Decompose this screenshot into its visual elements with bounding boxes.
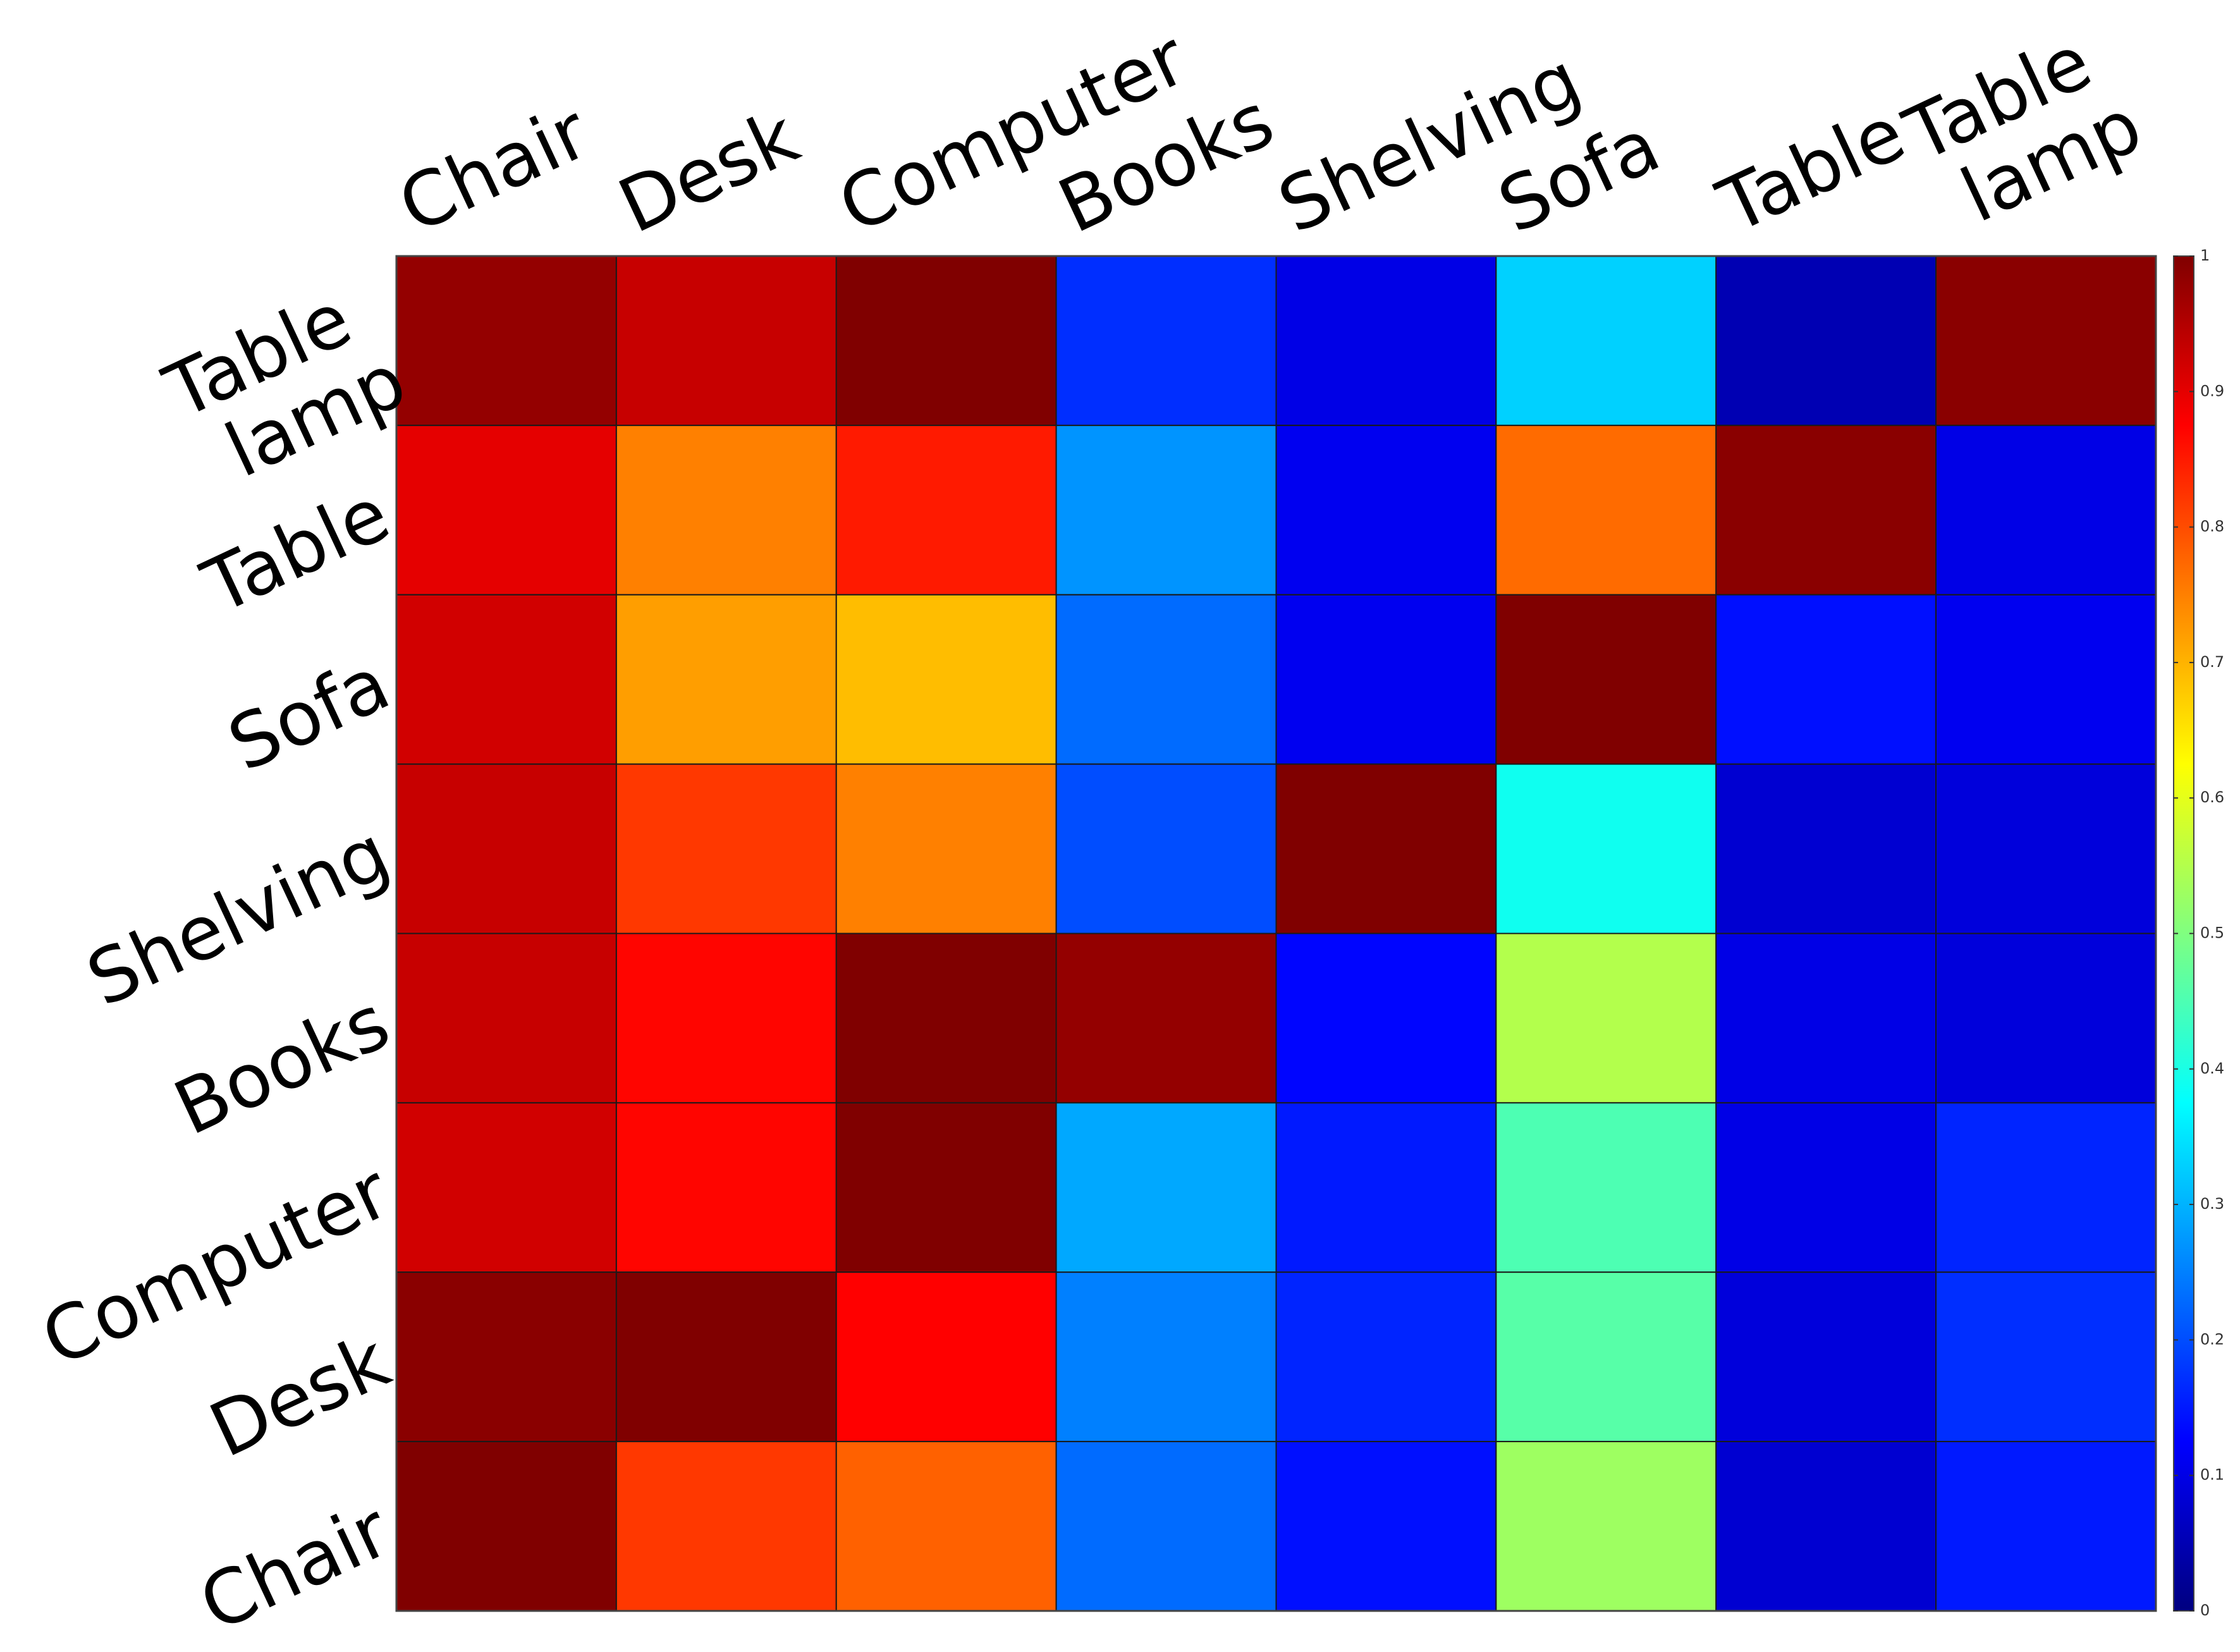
heatmap-cell: [1495, 1102, 1717, 1273]
y-tick-label: Chair: [187, 1486, 402, 1648]
x-tick-label: Chair: [386, 88, 601, 250]
heatmap-cell: [1935, 424, 2157, 596]
heatmap-cell: [1055, 424, 1277, 596]
heatmap-cell: [396, 424, 617, 596]
colorbar-tick-label: 0: [2200, 1601, 2210, 1619]
x-tick-label: Table lamp: [1892, 8, 2159, 250]
colorbar-tick-label: 0.9: [2200, 382, 2224, 400]
heatmap-cell: [1495, 594, 1717, 765]
heatmap-cell: [1275, 763, 1497, 934]
heatmap-cell: [1055, 594, 1277, 765]
heatmap-cell: [1935, 1441, 2157, 1612]
heatmap-cell: [1275, 594, 1497, 765]
heatmap-cell: [1715, 1441, 1937, 1612]
y-tick-label-group: Table lamp: [152, 265, 419, 508]
heatmap-cell: [835, 763, 1057, 934]
y-tick-label: Table lamp: [152, 265, 419, 508]
colorbar-tick-label: 0.6: [2200, 788, 2224, 806]
x-tick-label-group: Desk: [606, 92, 811, 250]
heatmap-cell: [1055, 1102, 1277, 1273]
heatmap-cell: [1715, 933, 1937, 1104]
x-tick-label-group: Table lamp: [1892, 8, 2159, 250]
heatmap-cell: [615, 424, 837, 596]
heatmap-cell: [1715, 424, 1937, 596]
y-tick-label-group: Books: [162, 978, 402, 1152]
heatmap-cell: [1055, 255, 1277, 426]
heatmap-cell: [1495, 255, 1717, 426]
heatmap-cell: [1715, 763, 1937, 934]
heatmap-cell: [835, 933, 1057, 1104]
heatmap-cell: [615, 763, 837, 934]
heatmap-cell: [1275, 1102, 1497, 1273]
heatmap-cell: [1715, 1271, 1937, 1443]
heatmap-cell: [1275, 424, 1497, 596]
y-tick-label-group: Sofa: [216, 639, 402, 788]
heatmap-cell: [1495, 424, 1717, 596]
heatmap-cell: [396, 1102, 617, 1273]
x-tick-label-group: Table: [1705, 89, 1918, 250]
heatmap-cell: [1715, 1102, 1937, 1273]
colorbar-tick-label: 0.2: [2200, 1330, 2224, 1348]
heatmap-cell: [396, 1271, 617, 1443]
y-tick-label: Desk: [197, 1317, 402, 1474]
heatmap-cell: [835, 255, 1057, 426]
heatmap-cell: [1275, 1271, 1497, 1443]
y-tick-label: Sofa: [216, 639, 402, 788]
y-tick-label: Table: [190, 470, 402, 630]
heatmap-cell: [396, 933, 617, 1104]
colorbar-tick-label: 0.5: [2200, 924, 2224, 942]
y-tick-label-group: Desk: [197, 1317, 402, 1474]
heatmap-cell: [1715, 594, 1937, 765]
heatmap-cell: [615, 933, 837, 1104]
heatmap-cell: [835, 424, 1057, 596]
y-tick-label-group: Table: [190, 470, 402, 630]
plot-frame: [395, 255, 2157, 1612]
heatmap-cell: [1275, 1441, 1497, 1612]
heatmap-cell: [1495, 1441, 1717, 1612]
heatmap-cell: [1275, 933, 1497, 1104]
heatmap-cell: [615, 1441, 837, 1612]
heatmap-cell: [396, 763, 617, 934]
x-tick-label: Desk: [606, 92, 811, 250]
x-tick-label: Table: [1705, 89, 1918, 250]
y-tick-label-group: Chair: [187, 1486, 402, 1648]
heatmap-cell: [1935, 763, 2157, 934]
heatmap-cell: [1495, 933, 1717, 1104]
colorbar-tick-label: 0.4: [2200, 1060, 2224, 1077]
heatmap-cell: [396, 255, 617, 426]
heatmap-cell: [396, 594, 617, 765]
heatmap-cell: [615, 255, 837, 426]
colorbar-tick-label: 0.3: [2200, 1195, 2224, 1213]
heatmap-cell: [1495, 763, 1717, 934]
heatmap-cell: [1055, 763, 1277, 934]
heatmap-cell: [835, 1102, 1057, 1273]
colorbar-tick-label: 0.8: [2200, 518, 2224, 535]
heatmap-cell: [1055, 1271, 1277, 1443]
heatmap-cell: [615, 594, 837, 765]
heatmap-cell: [835, 1441, 1057, 1612]
heatmap-cell: [1275, 255, 1497, 426]
heatmap-cell: [835, 1271, 1057, 1443]
heatmap-cell: [1935, 255, 2157, 426]
heatmap-cell: [1935, 594, 2157, 765]
heatmap-cell: [835, 594, 1057, 765]
heatmap-cell: [1935, 1102, 2157, 1273]
heatmap-cell: [615, 1271, 837, 1443]
heatmap-cell: [1055, 933, 1277, 1104]
colorbar-tick-label: 0.7: [2200, 653, 2224, 671]
y-tick-label: Books: [162, 978, 402, 1152]
heatmap-cell: [1715, 255, 1937, 426]
heatmap-cell: [615, 1102, 837, 1273]
heatmap-cell: [1935, 1271, 2157, 1443]
heatmap-cell: [1495, 1271, 1717, 1443]
colorbar-tick-label: 0.1: [2200, 1466, 2224, 1484]
heatmap-cell: [1935, 933, 2157, 1104]
heatmap-cell: [396, 1441, 617, 1612]
colorbar-tick-label: 1: [2200, 247, 2210, 264]
x-tick-label-group: Chair: [386, 88, 601, 250]
heatmap-cell: [1055, 1441, 1277, 1612]
